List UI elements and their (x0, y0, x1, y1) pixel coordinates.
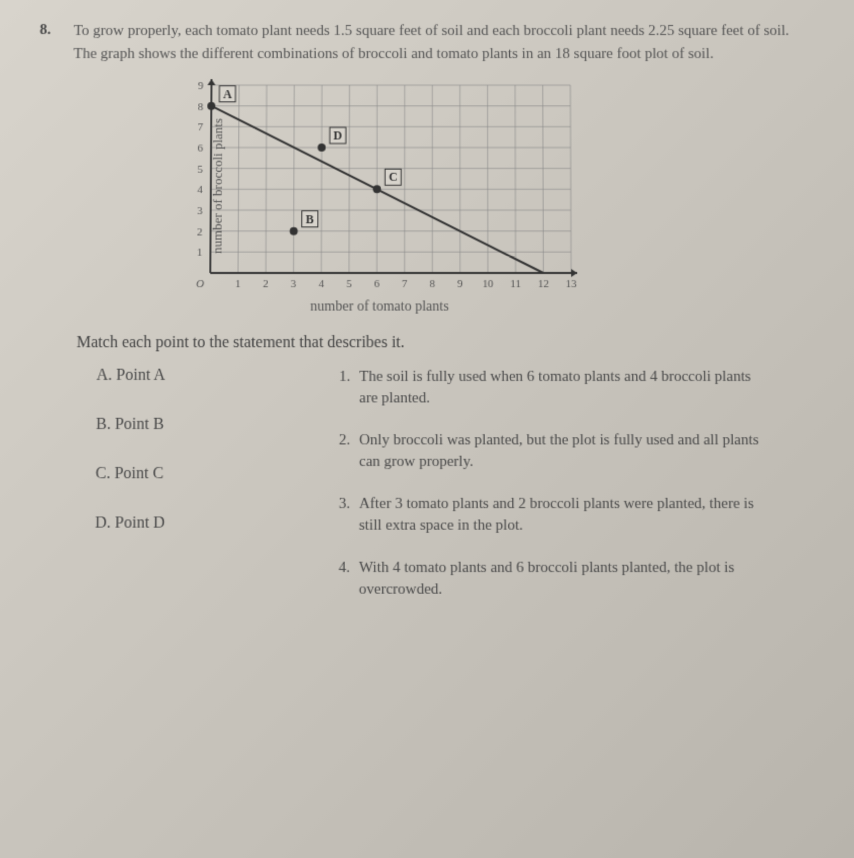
option-item: A. Point A (96, 367, 258, 385)
chart-container: number of broccoli plants 12345678910111… (178, 75, 581, 297)
svg-text:1: 1 (197, 247, 203, 259)
svg-text:13: 13 (566, 278, 578, 290)
svg-text:B: B (306, 212, 314, 226)
svg-text:11: 11 (510, 278, 521, 290)
statement-item: 2.Only broccoli was planted, but the plo… (339, 430, 765, 473)
match-instruction: Match each point to the statement that d… (76, 334, 818, 352)
chart-svg: 12345678910111213123456789OABCD (178, 75, 581, 297)
statement-number: 3. (339, 494, 359, 537)
svg-text:3: 3 (197, 205, 203, 217)
statement-text: After 3 tomato plants and 2 broccoli pla… (359, 494, 765, 537)
svg-text:6: 6 (197, 142, 203, 154)
statement-number: 1. (339, 367, 359, 410)
svg-text:10: 10 (482, 278, 494, 290)
statement-text: The soil is fully used when 6 tomato pla… (359, 367, 764, 410)
option-item: B. Point B (96, 416, 258, 434)
chart-x-axis-label: number of tomato plants (178, 299, 582, 315)
svg-text:9: 9 (198, 80, 204, 92)
chart-y-axis-label: number of broccoli plants (209, 118, 226, 253)
svg-text:5: 5 (346, 278, 352, 290)
svg-text:6: 6 (374, 278, 380, 290)
statement-text: Only broccoli was planted, but the plot … (359, 430, 765, 473)
svg-text:4: 4 (197, 184, 203, 196)
options-column: A. Point A B. Point B C. Point C D. Point D (94, 367, 258, 622)
svg-text:7: 7 (402, 278, 408, 290)
svg-text:1: 1 (235, 278, 241, 290)
question-prompt: To grow properly, each tomato plant need… (73, 20, 794, 65)
svg-text:A: A (223, 87, 232, 101)
match-columns: A. Point A B. Point B C. Point C D. Point D… (94, 367, 821, 622)
svg-text:3: 3 (291, 278, 297, 290)
svg-text:8: 8 (198, 101, 204, 113)
svg-text:2: 2 (197, 226, 203, 238)
statement-item: 4.With 4 tomato plants and 6 broccoli pl… (338, 558, 765, 601)
statements-column: 1.The soil is fully used when 6 tomato p… (338, 367, 766, 622)
svg-text:2: 2 (263, 278, 269, 290)
svg-text:8: 8 (430, 278, 436, 290)
statement-number: 4. (338, 558, 358, 601)
svg-text:O: O (196, 278, 204, 290)
worksheet-page: 8. To grow properly, each tomato plant n… (0, 0, 854, 858)
svg-text:12: 12 (538, 278, 549, 290)
option-item: D. Point D (95, 514, 258, 533)
option-item: C. Point C (95, 465, 257, 483)
svg-text:4: 4 (318, 278, 324, 290)
svg-text:D: D (333, 128, 342, 142)
statement-number: 2. (339, 430, 359, 473)
svg-text:C: C (389, 170, 398, 184)
svg-text:5: 5 (197, 163, 203, 175)
question-number: 8. (40, 22, 51, 39)
svg-text:9: 9 (457, 278, 463, 290)
statement-item: 1.The soil is fully used when 6 tomato p… (339, 367, 764, 410)
statement-text: With 4 tomato plants and 6 broccoli plan… (359, 558, 766, 601)
svg-text:7: 7 (198, 122, 204, 134)
statement-item: 3.After 3 tomato plants and 2 broccoli p… (339, 494, 766, 537)
